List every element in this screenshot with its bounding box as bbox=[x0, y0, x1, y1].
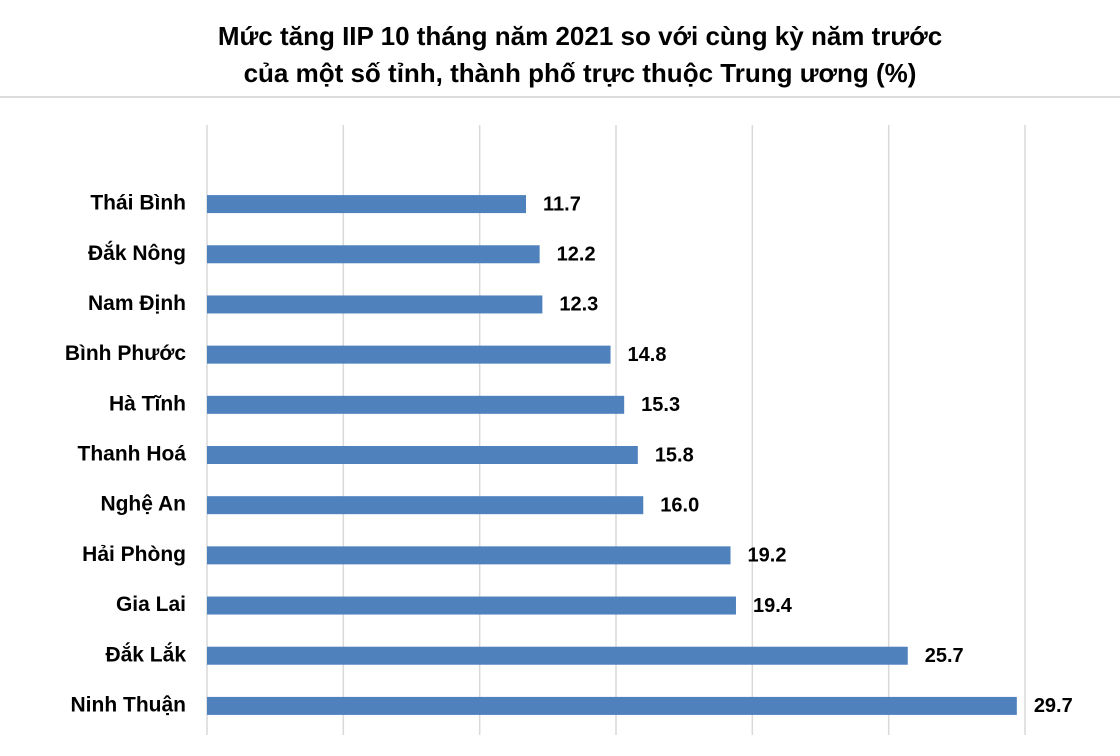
y-tick-label: Bình Phước bbox=[65, 342, 186, 365]
bar bbox=[207, 395, 625, 414]
bar bbox=[207, 646, 908, 665]
value-label: 15.3 bbox=[641, 394, 680, 416]
y-tick-label: Nghệ An bbox=[100, 493, 186, 516]
value-label: 11.7 bbox=[543, 193, 581, 215]
value-label: 29.7 bbox=[1034, 695, 1073, 717]
bar bbox=[207, 245, 540, 264]
value-label: 12.2 bbox=[557, 244, 596, 266]
y-tick-label: Đắk Lắk bbox=[105, 642, 186, 666]
y-tick-label: Hà Tĩnh bbox=[109, 392, 186, 415]
bar bbox=[207, 446, 638, 464]
value-label: 15.8 bbox=[655, 444, 694, 466]
y-tick-label: Gia Lai bbox=[116, 593, 186, 616]
bar bbox=[207, 195, 527, 214]
chart-title: của một số tỉnh, thành phố trực thuộc Tr… bbox=[244, 58, 917, 88]
y-tick-label: Thanh Hoá bbox=[78, 443, 187, 466]
y-tick-label: Ninh Thuận bbox=[71, 693, 186, 716]
value-label: 25.7 bbox=[925, 645, 964, 667]
bar bbox=[207, 596, 736, 615]
bar bbox=[207, 546, 731, 565]
y-tick-label: Đắk Nông bbox=[88, 241, 186, 265]
y-tick-label: Thái Bình bbox=[90, 192, 186, 215]
bar bbox=[207, 295, 543, 314]
bar bbox=[207, 345, 611, 364]
y-tick-label: Hải Phòng bbox=[82, 543, 186, 566]
bar bbox=[207, 496, 644, 515]
value-label: 19.4 bbox=[753, 595, 793, 617]
value-label: 16.0 bbox=[660, 494, 699, 516]
value-label: 14.8 bbox=[628, 344, 667, 366]
value-label: 19.2 bbox=[748, 545, 787, 567]
chart-title: Mức tăng IIP 10 tháng năm 2021 so với cù… bbox=[218, 21, 942, 51]
value-label: 12.3 bbox=[559, 294, 598, 316]
bar bbox=[207, 696, 1017, 715]
y-tick-label: Nam Định bbox=[88, 292, 186, 315]
